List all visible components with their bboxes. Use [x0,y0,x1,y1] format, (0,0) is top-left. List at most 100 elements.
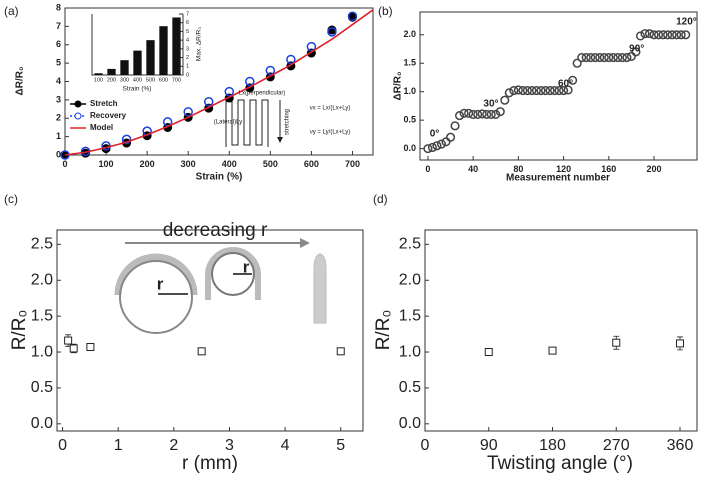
y-tick-label: 0 [56,149,61,159]
y-tick-label: 0.5 [403,115,416,125]
data-point [676,30,686,40]
x-tick-label: 200 [107,77,116,83]
bar [94,73,103,75]
data-point [486,109,496,120]
y-axis-label: R/R₀ [9,310,30,351]
data-point [464,108,474,118]
x-axis-label: Twisting angle (°) [487,453,633,474]
data-point [549,86,560,96]
legend-label: Recovery [90,111,127,120]
annotation: 120° [676,17,697,28]
x-axis-label: Strain (%) [196,172,243,183]
x-tick-label: 600 [304,159,319,169]
x-tick-label: 200 [140,159,155,169]
y-tick-label: 1.5 [399,307,421,324]
x-tick-label: 700 [172,77,181,83]
y-tick-label: 2.0 [31,271,53,288]
data-point [427,142,437,153]
data-point [327,27,337,37]
x-tick-label: 2 [169,437,178,454]
x-tick-label: 400 [222,159,237,169]
y-tick-label: 1.5 [31,307,53,324]
x-tick-label: 180 [539,437,566,454]
data-point [450,121,460,131]
annotation: 0° [430,129,440,140]
x-tick-label: 100 [99,159,114,169]
data-point [681,30,691,40]
data-point [617,52,627,63]
data-point [590,52,600,63]
data-point [577,52,587,63]
x-tick-label: 0 [58,437,67,454]
x-axis-label: Measurement number [506,173,610,184]
data-point [586,52,596,63]
legend-label: Stretch [90,99,118,108]
data-point [423,144,433,154]
data-point [545,86,555,96]
x-tick-label: 0 [425,164,430,174]
x-tick-label: 500 [146,77,155,83]
data-point [504,88,514,98]
data-point [563,85,573,95]
annotation: decreasing r [163,220,268,241]
legend-label: Model [90,123,113,132]
annotation: νy = Ly/(Lx+Ly) [310,130,351,136]
data-point [631,47,641,57]
y-tick-label: 2 [186,55,189,61]
annotation: Lx(perpendicular) [239,91,286,97]
y-tick-label: 2 [56,113,61,123]
data-point [658,30,668,40]
annotation: νx = Lx/(Lx+Ly) [310,106,351,112]
data-point [667,30,677,40]
serpentine-sketch [225,99,283,147]
data-point [500,95,510,105]
data-point [64,336,73,345]
y-tick-label: 4 [56,76,61,86]
y-axis-label: Max. ΔR/R₀ [196,27,203,61]
data-point [518,86,528,96]
data-point [459,108,469,118]
data-point [495,107,505,117]
x-tick-label: 400 [133,77,142,83]
y-tick-label: 5 [56,58,61,68]
data-point [595,52,605,63]
data-point [649,30,659,40]
y-tick-label: 3 [56,94,61,104]
data-point [491,109,501,120]
y-tick-label: 1.5 [403,58,416,68]
data-point [613,52,623,63]
plot-frame [419,11,698,161]
data-point [604,52,614,63]
data-point [672,30,682,40]
data-point [484,348,493,357]
data-point [531,86,542,96]
bar [159,26,168,75]
x-tick-label: 5 [336,437,345,454]
data-point [336,347,345,356]
y-tick-label: 6 [186,20,189,26]
y-tick-label: 0 [186,72,189,78]
bend-sketch [114,238,327,334]
x-tick-label: 4 [281,437,290,454]
data-point [536,86,546,96]
data-point [622,52,632,63]
y-tick-label: 1.0 [31,343,53,360]
annotation: 30° [483,99,498,110]
y-tick-label: 1.0 [403,86,416,96]
annotation: (Lateral)Ly [214,120,242,126]
bar [120,60,129,75]
bar [172,17,181,75]
y-tick-label: 2.0 [403,29,416,39]
data-point [663,30,673,40]
data-point [445,132,456,142]
x-tick-label: 300 [181,159,196,169]
plot-frame [424,229,698,432]
data-point [612,338,621,347]
annotation: r [243,257,250,276]
data-point [224,86,235,97]
x-tick-label: 0 [62,159,67,169]
x-axis-label: Strain (%) [123,86,152,93]
y-tick-label: 3 [186,46,189,52]
x-tick-label: 360 [667,437,694,454]
y-tick-label: 1.0 [399,343,421,360]
